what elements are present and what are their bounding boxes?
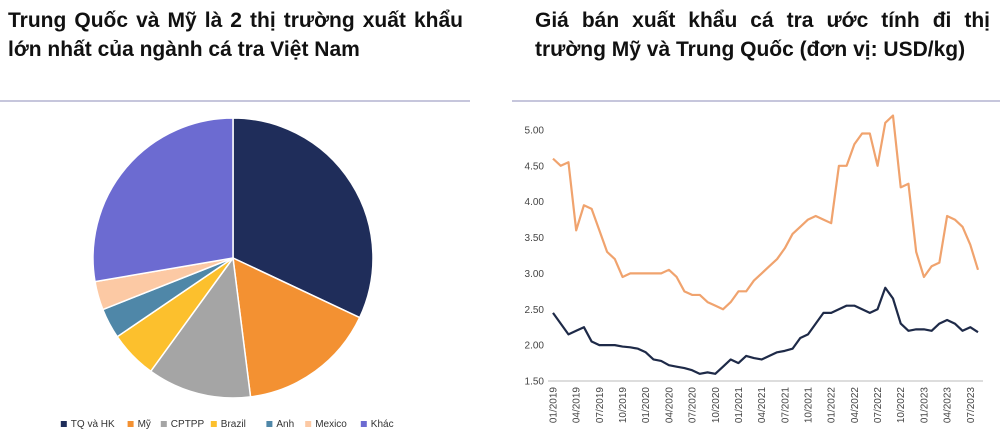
legend-label: Khác (371, 419, 394, 430)
legend-swatch (60, 421, 67, 427)
pie-slice (232, 256, 361, 398)
x-tick-label: 07/2022 (873, 387, 884, 424)
legend-label: Anh (276, 419, 294, 430)
y-tick-label: 1.50 (525, 377, 545, 388)
series-line (552, 286, 979, 375)
legend-swatch (127, 421, 134, 427)
y-tick-label: 5.00 (525, 125, 545, 136)
legend-label: Mexico (315, 419, 347, 430)
x-tick-label: 04/2019 (572, 387, 583, 424)
x-tick-label: 10/2019 (618, 387, 629, 424)
legend-label: Mỹ (138, 419, 151, 430)
chart-title: Giá bán xuất khẩu cá tra ước tính đi thị… (535, 9, 990, 61)
y-tick-label: 2.00 (525, 341, 545, 352)
series-line (552, 114, 980, 311)
x-tick-label: 01/2021 (734, 387, 745, 424)
y-tick-label: 3.50 (525, 233, 545, 244)
x-tick-label: 07/2020 (688, 387, 699, 424)
x-tick-label: 07/2023 (966, 387, 977, 424)
x-tick-label: 04/2020 (664, 387, 675, 424)
x-tick-label: 04/2023 (943, 387, 954, 424)
chart-title: Trung Quốc và Mỹ là 2 thị trường xuất kh… (8, 9, 463, 61)
x-tick-label: 01/2019 (549, 387, 560, 424)
legend-swatch (360, 421, 367, 427)
legend-label: TQ và HK (71, 419, 115, 430)
y-tick-label: 4.50 (525, 161, 545, 172)
legend-swatch (160, 421, 167, 427)
legend-label: Brazil (221, 419, 246, 430)
legend-swatch (305, 421, 312, 427)
x-tick-label: 10/2021 (804, 387, 815, 424)
pie-slice (232, 117, 374, 319)
x-tick-label: 01/2020 (641, 387, 652, 424)
pie-slice (92, 117, 234, 283)
y-tick-label: 4.00 (525, 197, 545, 208)
legend-swatch (210, 421, 217, 427)
x-tick-label: 07/2021 (780, 387, 791, 424)
x-tick-label: 10/2022 (896, 387, 907, 424)
x-tick-label: 04/2021 (757, 387, 768, 424)
x-tick-label: 07/2019 (595, 387, 606, 424)
legend-label: CPTPP (171, 419, 205, 430)
legend-swatch (266, 421, 273, 427)
x-tick-label: 01/2023 (919, 387, 930, 424)
y-tick-label: 3.00 (525, 269, 545, 280)
x-tick-label: 04/2022 (850, 387, 861, 424)
pie-slice (149, 256, 252, 399)
y-tick-label: 2.50 (525, 305, 545, 316)
x-tick-label: 10/2020 (711, 387, 722, 424)
x-tick-label: 01/2022 (827, 387, 838, 424)
